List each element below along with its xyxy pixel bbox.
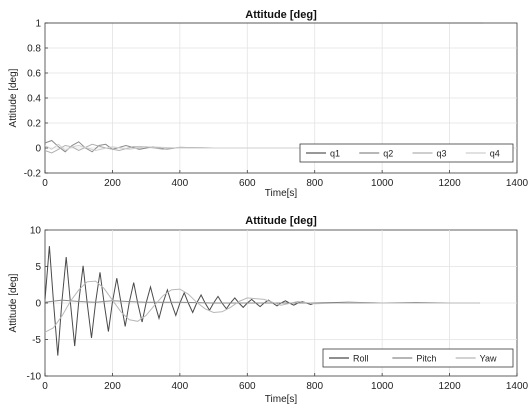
x-tick-label: 800	[306, 178, 323, 189]
xticks-top: 0 200 400 600 800 1000 1200 1400	[42, 170, 529, 189]
chart-title-bottom: Attitude [deg]	[245, 215, 317, 227]
x-tick-label: 1200	[438, 381, 461, 392]
y-tick-label: 0.2	[27, 119, 41, 130]
series-line-roll	[44, 246, 480, 356]
y-tick-label: 5	[35, 262, 41, 273]
x-tick-label: 1400	[506, 178, 529, 189]
legend-label-q3: q3	[437, 149, 447, 159]
y-axis-label-top: Attitude [deg]	[8, 68, 19, 127]
legend-bottom: Roll Pitch Yaw	[322, 348, 514, 368]
x-tick-label: 400	[172, 381, 189, 392]
y-tick-label: 0.8	[27, 44, 41, 55]
chart-bottom: 0 200 400 600 800 1000 1200 1400 -10 -5 0 5 10 Atti…	[8, 215, 529, 405]
chart-top: 0 200 400 600 800 1000 1200 1400 -0.200.20.40.6…	[8, 9, 529, 199]
x-tick-label: 0	[42, 178, 48, 189]
legend-label-q4: q4	[490, 149, 500, 159]
y-tick-label: -5	[32, 335, 41, 346]
y-tick-label: -0.2	[24, 169, 42, 180]
x-tick-label: 200	[104, 178, 121, 189]
legend-label-roll: Roll	[353, 354, 369, 364]
xticks-bottom: 0 200 400 600 800 1000 1200 1400	[42, 373, 529, 392]
y-tick-label: 0.4	[27, 94, 41, 105]
x-tick-label: 1000	[371, 381, 394, 392]
y-tick-label: 10	[30, 226, 42, 237]
legend-box	[299, 143, 514, 163]
x-tick-label: 600	[239, 178, 256, 189]
chart-title-top: Attitude [deg]	[245, 9, 317, 21]
legend-box	[322, 348, 514, 368]
series-line-yaw	[44, 280, 480, 333]
series-top	[44, 22, 484, 154]
x-tick-label: 1400	[506, 381, 529, 392]
legend-label-pitch: Pitch	[416, 354, 436, 364]
yticks-bottom: -10 -5 0 5 10	[27, 226, 48, 383]
x-tick-label: 600	[239, 381, 256, 392]
x-tick-label: 1000	[371, 178, 394, 189]
y-tick-label: 0	[35, 144, 41, 155]
y-tick-label: 0.6	[27, 69, 41, 80]
x-tick-label: 800	[306, 381, 323, 392]
x-axis-label-bottom: Time[s]	[265, 394, 298, 405]
legend-label-q1: q1	[330, 149, 340, 159]
legend-label-yaw: Yaw	[480, 354, 497, 364]
y-tick-label: 1	[35, 19, 41, 30]
x-tick-label: 200	[104, 381, 121, 392]
legend-label-q2: q2	[383, 149, 393, 159]
x-axis-label-top: Time[s]	[265, 188, 298, 199]
series-bottom	[44, 246, 480, 356]
legend-top: q1 q2 q3 q4	[299, 143, 514, 163]
yticks-top: -0.2 0 0.2 0.4 0.6 0.8 1	[24, 19, 48, 180]
x-tick-label: 400	[172, 178, 189, 189]
x-tick-label: 0	[42, 381, 48, 392]
y-tick-label: -10	[27, 372, 42, 383]
series-line-q4	[44, 143, 315, 152]
y-tick-label: 0	[35, 299, 41, 310]
x-tick-label: 1200	[438, 178, 461, 189]
y-axis-label-bottom: Attitude [deg]	[8, 273, 19, 332]
